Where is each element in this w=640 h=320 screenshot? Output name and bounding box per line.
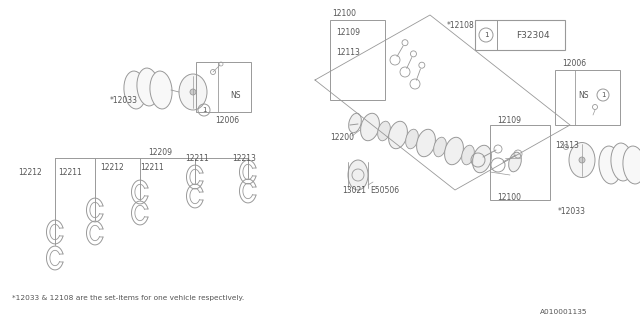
Text: 12006: 12006 — [215, 116, 239, 124]
Ellipse shape — [124, 71, 146, 109]
Text: *12108: *12108 — [447, 20, 475, 29]
Ellipse shape — [509, 152, 522, 172]
Ellipse shape — [611, 143, 633, 181]
Text: 12211: 12211 — [58, 167, 82, 177]
Text: 12006: 12006 — [562, 59, 586, 68]
Circle shape — [579, 157, 585, 163]
Ellipse shape — [569, 142, 595, 178]
Text: 12109: 12109 — [497, 116, 521, 124]
Bar — [475, 20, 565, 50]
Text: 12212: 12212 — [18, 167, 42, 177]
Text: 12200: 12200 — [330, 132, 354, 141]
Text: 12213: 12213 — [232, 154, 256, 163]
Text: 12211: 12211 — [140, 163, 164, 172]
Ellipse shape — [434, 137, 446, 157]
Ellipse shape — [179, 74, 207, 110]
Text: 12113: 12113 — [336, 47, 360, 57]
Ellipse shape — [388, 121, 408, 149]
Ellipse shape — [461, 145, 474, 165]
Text: 12113: 12113 — [555, 140, 579, 149]
Ellipse shape — [623, 146, 640, 184]
Text: E50506: E50506 — [370, 186, 399, 195]
Text: A010001135: A010001135 — [540, 309, 588, 315]
Text: NS: NS — [230, 91, 241, 100]
Text: 12209: 12209 — [148, 148, 172, 156]
Text: 12109: 12109 — [336, 28, 360, 36]
Text: 12211: 12211 — [185, 154, 209, 163]
Text: F32304: F32304 — [516, 30, 550, 39]
Text: 1: 1 — [202, 107, 206, 113]
Ellipse shape — [378, 121, 390, 141]
Ellipse shape — [472, 145, 492, 173]
Bar — [196, 62, 251, 112]
Text: 1: 1 — [484, 32, 488, 38]
Ellipse shape — [360, 113, 380, 141]
Text: *12033: *12033 — [110, 95, 138, 105]
Ellipse shape — [150, 71, 172, 109]
Text: 12100: 12100 — [332, 9, 356, 18]
Ellipse shape — [599, 146, 621, 184]
Text: 13021: 13021 — [342, 186, 366, 195]
Bar — [555, 70, 620, 125]
Circle shape — [190, 89, 196, 95]
Ellipse shape — [406, 129, 419, 149]
Text: NS: NS — [578, 91, 589, 100]
Text: 12212: 12212 — [100, 163, 124, 172]
Ellipse shape — [417, 129, 435, 157]
Ellipse shape — [445, 137, 463, 165]
Ellipse shape — [349, 113, 362, 133]
Ellipse shape — [348, 160, 368, 190]
Ellipse shape — [137, 68, 159, 106]
Text: 12100: 12100 — [497, 194, 521, 203]
Text: *12033: *12033 — [558, 207, 586, 217]
Bar — [330, 20, 385, 100]
Bar — [490, 125, 550, 200]
Text: 1: 1 — [601, 92, 605, 98]
Text: *12033 & 12108 are the set-items for one vehicle respectively.: *12033 & 12108 are the set-items for one… — [12, 295, 244, 301]
